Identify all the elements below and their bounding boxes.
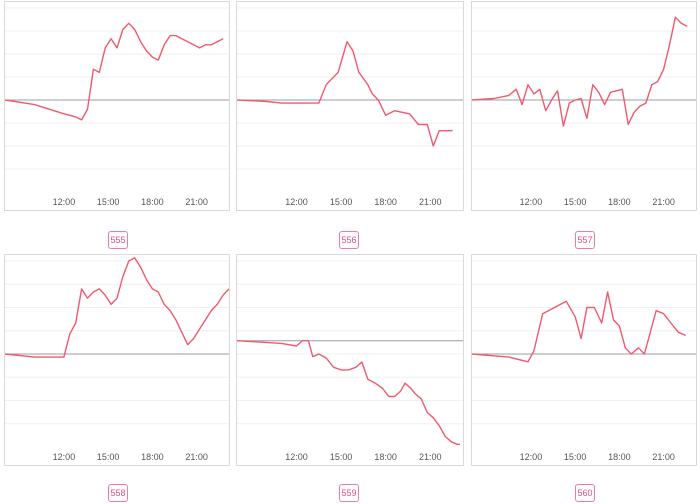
x-tick-label: 21:00 [419, 197, 442, 207]
x-tick-label: 21:00 [419, 452, 442, 462]
line-chart-560: 12:00 15:00 18:00 21:00 [472, 260, 696, 462]
x-tick-label: 18:00 [374, 197, 397, 207]
chart-id-badge-555[interactable]: 555 [108, 231, 128, 249]
x-tick-label: 15:00 [564, 197, 587, 207]
x-tick-label: 12:00 [53, 452, 76, 462]
series-line-555 [5, 22, 224, 121]
chart-panel-559[interactable]: 12:00 15:00 18:00 21:00 [236, 254, 464, 466]
x-tick-label: 18:00 [608, 452, 631, 462]
chart-id-badge-557[interactable]: 557 [575, 231, 595, 249]
chart-panel-555[interactable]: 12:00 15:00 18:00 21:00 [4, 1, 230, 211]
line-chart-556: 12:00 15:00 18:00 21:00 [237, 7, 463, 207]
series-line-557 [472, 16, 688, 127]
x-tick-label: 15:00 [564, 452, 587, 462]
x-tick-label: 18:00 [608, 197, 631, 207]
chart-panel-560[interactable]: 12:00 15:00 18:00 21:00 [471, 254, 697, 466]
series-line-560 [472, 291, 686, 363]
line-chart-555: 12:00 15:00 18:00 21:00 [5, 7, 229, 207]
series-line-556 [237, 41, 453, 147]
x-tick-label: 18:00 [374, 452, 397, 462]
x-tick-label: 15:00 [330, 197, 353, 207]
x-tick-label: 21:00 [652, 197, 675, 207]
x-tick-label: 21:00 [185, 452, 208, 462]
chart-id-badge-558[interactable]: 558 [108, 484, 128, 502]
chart-id-badge-559[interactable]: 559 [339, 484, 359, 502]
x-tick-label: 15:00 [330, 452, 353, 462]
x-tick-label: 12:00 [520, 452, 543, 462]
x-tick-label: 12:00 [285, 452, 308, 462]
series-line-559 [237, 339, 460, 446]
chart-panel-557[interactable]: 12:00 15:00 18:00 21:00 [471, 1, 697, 211]
x-tick-label: 12:00 [285, 197, 308, 207]
x-tick-label: 21:00 [652, 452, 675, 462]
x-tick-label: 12:00 [520, 197, 543, 207]
series-line-558 [5, 257, 229, 358]
line-chart-557: 12:00 15:00 18:00 21:00 [472, 7, 696, 207]
x-tick-label: 18:00 [141, 452, 164, 462]
x-tick-label: 15:00 [97, 197, 120, 207]
x-tick-label: 21:00 [185, 197, 208, 207]
x-tick-label: 18:00 [141, 197, 164, 207]
chart-panel-558[interactable]: 12:00 15:00 18:00 21:00 [4, 254, 230, 466]
x-tick-label: 15:00 [97, 452, 120, 462]
x-tick-label: 12:00 [53, 197, 76, 207]
chart-id-badge-556[interactable]: 556 [339, 231, 359, 249]
line-chart-558: 12:00 15:00 18:00 21:00 [5, 257, 229, 462]
line-chart-559: 12:00 15:00 18:00 21:00 [237, 260, 463, 462]
chart-id-badge-560[interactable]: 560 [575, 484, 595, 502]
chart-panel-556[interactable]: 12:00 15:00 18:00 21:00 [236, 1, 464, 211]
